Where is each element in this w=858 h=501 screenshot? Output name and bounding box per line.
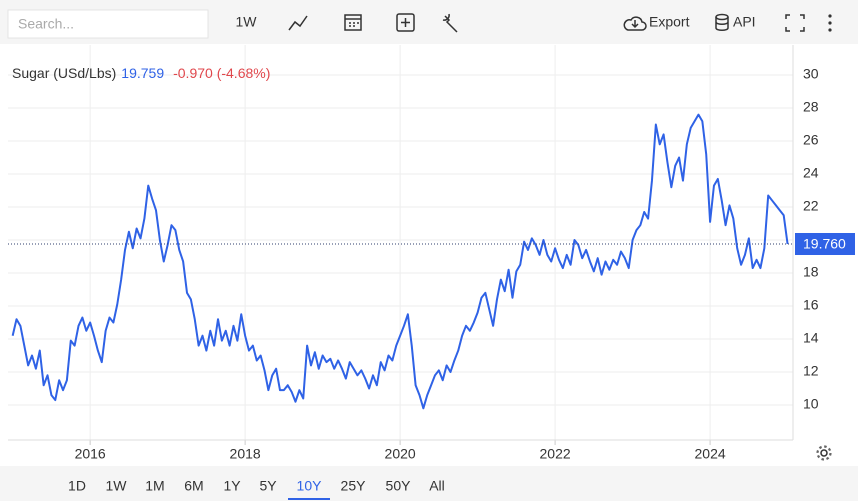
y-tick-label: 30 — [803, 66, 819, 82]
price-line — [11, 113, 789, 410]
range-button[interactable]: 5Y — [259, 478, 277, 494]
range-selected-underline — [288, 498, 330, 500]
range-button[interactable]: 6M — [184, 478, 203, 494]
last-price-box — [795, 233, 855, 256]
x-tick-label: 2022 — [540, 446, 571, 462]
x-tick-label: 2024 — [695, 446, 726, 462]
x-tick-label: 2020 — [385, 446, 416, 462]
export-button[interactable]: Export — [649, 14, 690, 30]
x-tick-label: 2016 — [75, 446, 106, 462]
y-tick-label: 22 — [803, 198, 819, 214]
y-tick-label: 18 — [803, 264, 819, 280]
y-tick-label: 10 — [803, 396, 819, 412]
interval-button[interactable]: 1W — [236, 14, 258, 30]
range-bar — [0, 466, 858, 501]
api-button[interactable]: API — [733, 14, 756, 30]
x-tick-label: 2018 — [230, 446, 261, 462]
y-tick-label: 26 — [803, 132, 819, 148]
legend-price: 19.759 — [121, 65, 164, 81]
add-icon[interactable] — [396, 13, 415, 32]
range-button[interactable]: All — [429, 478, 445, 494]
range-button[interactable]: 1W — [106, 478, 128, 494]
y-tick-label: 16 — [803, 297, 819, 313]
api-icon[interactable] — [715, 13, 729, 31]
export-icon[interactable] — [623, 16, 647, 31]
legend: Sugar (USd/Lbs) 19.759 -0.970 (-4.68%) — [12, 65, 270, 81]
range-button[interactable]: 1Y — [223, 478, 241, 494]
range-button[interactable]: 1M — [145, 478, 164, 494]
range-button[interactable]: 25Y — [341, 478, 367, 494]
calendar-icon[interactable] — [344, 14, 362, 31]
gear-icon[interactable] — [816, 445, 832, 461]
settings-wrench-icon[interactable] — [442, 13, 458, 33]
legend-change: -0.970 (-4.68%) — [173, 65, 270, 81]
search-box[interactable] — [7, 9, 209, 39]
search-placeholder: Search... — [18, 16, 74, 32]
fullscreen-icon[interactable] — [785, 14, 805, 32]
y-tick-label: 14 — [803, 330, 819, 346]
legend-name: Sugar (USd/Lbs) — [12, 65, 116, 81]
y-tick-label: 28 — [803, 99, 819, 115]
plot: 1012141618202224262830201620182020202220… — [8, 45, 855, 462]
more-icon[interactable] — [828, 14, 832, 32]
line-chart-icon[interactable] — [288, 15, 308, 31]
range-button[interactable]: 50Y — [386, 478, 412, 494]
y-tick-label: 24 — [803, 165, 819, 181]
last-price-label: 19.760 — [803, 236, 846, 252]
range-button[interactable]: 1D — [68, 478, 86, 494]
y-tick-label: 12 — [803, 363, 819, 379]
range-button[interactable]: 10Y — [297, 478, 323, 494]
